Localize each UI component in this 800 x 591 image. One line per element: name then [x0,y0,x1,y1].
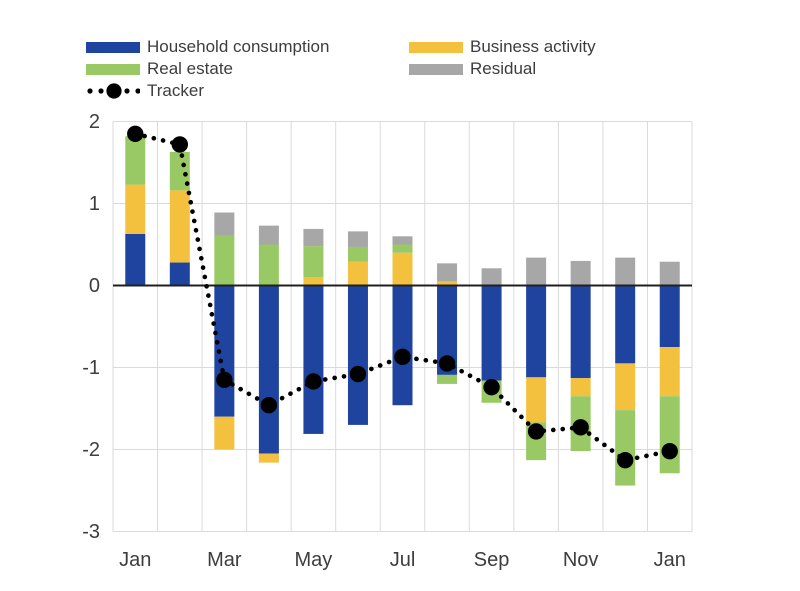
bar-segment [570,378,591,397]
x-tick-label: Jan [654,549,686,571]
bar-segment [258,453,279,463]
bar-segment [303,285,324,434]
legend-swatch-household-consumption [86,41,140,53]
bar-segment [615,257,636,286]
bar-segment [392,236,413,245]
bar-segment [659,285,680,347]
bar-segment [169,190,190,263]
legend-label-real-estate: Real estate [147,59,233,78]
bar-segment [615,285,636,364]
bar-segment [615,363,636,411]
y-tick-label: -2 [82,439,100,461]
tracker-point [483,378,500,396]
bar-segment [659,347,680,397]
bar-segment [526,257,547,286]
bar-segment [437,374,458,384]
tracker-point [349,365,367,383]
tracker-dotted-line-icon [87,83,140,99]
legend-swatch-business-activity [409,41,463,53]
legend-item-real-estate: Real estate [86,58,409,80]
bar-segment [659,396,680,474]
bar-segment [125,233,146,286]
bar-segment [169,151,190,191]
y-tick-label: 2 [89,111,100,133]
y-tick-label: -1 [82,357,100,379]
legend-swatch-residual [409,63,463,75]
tracker-point [527,423,545,440]
y-tick-label: 1 [89,193,100,215]
tracker-point [616,451,634,469]
bar-segment [615,410,636,486]
tracker-point [661,442,678,460]
bar-segment [526,377,547,423]
tracker-point [216,371,233,388]
bar-segment [347,261,368,286]
bar-segment [347,285,368,425]
legend-label-business-activity: Business activity [470,37,596,56]
tracker-point [171,136,189,153]
legend-item-household-consumption: Household consumption [86,36,409,58]
bar-segment [169,262,190,286]
x-tick-label: Jan [119,549,151,571]
bar-segment [214,212,235,236]
legend-swatch-real-estate [86,63,140,75]
legend-item-residual: Residual [409,58,596,80]
bar-segment [258,225,279,245]
y-tick-label: -3 [82,521,100,543]
legend-item-business-activity: Business activity [409,36,596,58]
bar-segment [303,246,324,278]
legend-item-tracker: Tracker [86,80,409,102]
tracker-point [305,373,322,390]
x-tick-label: Jul [390,549,416,571]
bar-segment [214,235,235,286]
chart-legend: Household consumption Business activity … [86,36,596,102]
bar-segment [570,260,591,286]
tracker-point [260,397,278,414]
bar-segment [392,285,413,406]
tracker-point [127,125,144,142]
legend-label-tracker: Tracker [147,81,204,100]
bar-segment [392,252,413,286]
bar-segment [347,231,368,247]
tracker-point [438,355,456,372]
bar-segment [437,281,458,286]
tracker-point [394,348,411,366]
bar-segment [481,285,502,381]
bar-segment [303,228,324,247]
bar-segment [570,285,591,379]
y-tick-label: 0 [89,275,100,297]
legend-label-household-consumption: Household consumption [147,37,330,56]
bar-segment [392,244,413,253]
bar-segment [437,263,458,282]
bar-segment [347,246,368,262]
bar-segment [526,285,547,378]
bar-segment [437,285,458,375]
bar-segment [214,416,235,450]
legend-label-residual: Residual [470,59,537,78]
bar-segment [303,277,324,286]
bar-segment [125,136,146,185]
x-tick-label: May [295,549,333,571]
bar-segment [481,268,502,286]
tracker-point [572,419,589,436]
bar-segment [659,261,680,286]
x-tick-label: Sep [474,549,510,571]
bar-segment [125,184,146,234]
bar-segment [258,244,279,286]
bar-segment [258,285,279,454]
x-tick-label: Nov [563,549,599,571]
x-tick-label: Mar [207,549,242,571]
